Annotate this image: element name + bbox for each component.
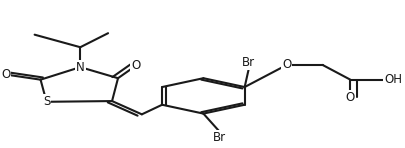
Text: O: O <box>131 59 141 72</box>
Text: Br: Br <box>242 56 255 69</box>
Text: O: O <box>1 68 10 81</box>
Text: Br: Br <box>213 131 226 144</box>
Text: OH: OH <box>384 73 402 86</box>
Text: O: O <box>282 58 292 71</box>
Text: O: O <box>346 91 355 104</box>
Text: N: N <box>76 61 85 74</box>
Text: S: S <box>43 95 50 108</box>
